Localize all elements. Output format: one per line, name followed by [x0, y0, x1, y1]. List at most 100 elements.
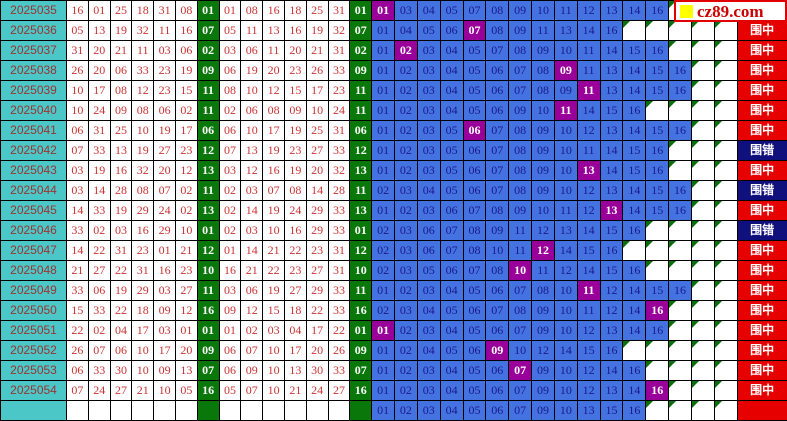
covered-number-cell: 16 — [622, 400, 647, 421]
sorted-number-cell: 03 — [240, 220, 264, 241]
drawn-number-cell: 06 — [109, 340, 133, 361]
drawn-number-cell: 17 — [174, 120, 198, 141]
sorted-number-cell: 32 — [327, 20, 351, 41]
empty-cell — [690, 140, 715, 161]
empty-cell — [713, 200, 738, 221]
cz89-logo[interactable]: cz89.com — [674, 0, 787, 22]
special-number-cell: 11 — [196, 280, 220, 301]
drawn-number-cell: 19 — [153, 120, 176, 141]
covered-number-cell: 04 — [439, 80, 464, 101]
empty-cell — [713, 380, 738, 401]
special-number-cell: 13 — [349, 200, 373, 221]
covered-number-cell: 06 — [416, 240, 441, 261]
covered-number-cell: 14 — [553, 240, 578, 261]
corner-triangle-icon — [669, 21, 677, 28]
drawn-number-cell: 06 — [153, 100, 176, 121]
covered-number-cell: 02 — [371, 240, 395, 261]
covered-number-cell: 14 — [622, 80, 647, 101]
empty-cell — [690, 40, 715, 61]
covered-number-cell: 14 — [622, 380, 647, 401]
covered-number-cell: 15 — [576, 340, 601, 361]
covered-number-cell: 14 — [553, 340, 578, 361]
covered-number-cell: 12 — [531, 220, 555, 241]
covered-number-cell: 07 — [485, 300, 510, 321]
period-cell: 2025042 — [0, 140, 67, 161]
drawn-number-cell: 32 — [131, 160, 155, 181]
empty-cell — [690, 240, 715, 261]
drawn-number-cell: 29 — [153, 220, 176, 241]
sorted-number-cell: 01 — [218, 0, 242, 21]
covered-number-cell: 08 — [508, 120, 533, 141]
empty-cell — [713, 160, 738, 181]
covered-number-cell: 15 — [599, 400, 624, 421]
corner-triangle-icon — [669, 381, 677, 388]
sorted-number-cell: 31 — [327, 0, 351, 21]
drawn-number-cell: 22 — [87, 240, 111, 261]
drawn-number-cell: 06 — [174, 40, 198, 61]
covered-number-cell: 08 — [485, 20, 510, 41]
drawn-number-cell: 24 — [87, 100, 111, 121]
covered-number-cell: 06 — [462, 160, 487, 181]
covered-number-cell: 09 — [553, 80, 578, 101]
result-cell: 围中 — [736, 360, 787, 381]
special-number-cell: 11 — [349, 80, 373, 101]
empty-cell — [645, 340, 670, 361]
covered-number-cell: 11 — [508, 240, 533, 261]
sorted-number-cell: 33 — [327, 300, 351, 321]
covered-number-cell: 02 — [394, 340, 418, 361]
empty-cell — [713, 120, 738, 141]
covered-number-cell: 10 — [553, 180, 578, 201]
covered-number-cell: 11 — [576, 300, 601, 321]
corner-triangle-icon — [715, 161, 722, 168]
drawn-number-cell: 16 — [131, 220, 155, 241]
covered-number-cell: 14 — [576, 100, 601, 121]
covered-number-cell: 10 — [531, 0, 555, 21]
covered-number-cell: 07 — [508, 80, 533, 101]
corner-triangle-icon — [692, 321, 699, 328]
covered-number-cell: 16 — [668, 60, 692, 81]
drawn-number-cell — [109, 400, 133, 421]
covered-number-cell: 15 — [645, 200, 670, 221]
covered-number-cell: 05 — [439, 180, 464, 201]
result-cell: 围错 — [736, 180, 787, 201]
sorted-number-cell: 16 — [283, 220, 307, 241]
covered-number-cell: 06 — [485, 80, 510, 101]
trend-row: 2025038 26 20 06 33 23 19 09 06 19 20 23 26 33 09 01 02 0… — [0, 60, 787, 81]
sorted-number-cell: 13 — [240, 140, 264, 161]
sorted-number-cell: 17 — [262, 120, 285, 141]
drawn-number-cell: 02 — [87, 220, 111, 241]
empty-cell — [713, 100, 738, 121]
sorted-number-cell: 10 — [262, 220, 285, 241]
covered-number-cell: 10 — [553, 320, 578, 341]
covered-number-cell: 14 — [622, 200, 647, 221]
covered-number-cell: 14 — [599, 360, 624, 381]
covered-number-cell: 11 — [553, 0, 578, 21]
result-cell: 围中 — [736, 260, 787, 281]
drawn-number-cell: 07 — [66, 380, 89, 401]
covered-number-cell: 01 — [371, 400, 395, 421]
special-number-cell: 07 — [196, 360, 220, 381]
sorted-number-cell: 18 — [283, 0, 307, 21]
sorted-number-cell: 33 — [327, 280, 351, 301]
drawn-number-cell: 16 — [66, 0, 89, 21]
sorted-number-cell — [305, 400, 329, 421]
drawn-number-cell: 15 — [66, 300, 89, 321]
drawn-number-cell: 29 — [131, 280, 155, 301]
drawn-number-cell: 20 — [87, 40, 111, 61]
covered-number-cell: 11 — [553, 200, 578, 221]
empty-cell — [645, 100, 670, 121]
empty-cell — [645, 20, 670, 41]
sorted-number-cell: 09 — [218, 300, 242, 321]
covered-number-cell: 09 — [508, 20, 533, 41]
corner-triangle-icon — [715, 41, 722, 48]
covered-number-cell: 05 — [462, 280, 487, 301]
drawn-number-cell: 19 — [174, 60, 198, 81]
empty-cell — [690, 300, 715, 321]
drawn-number-cell: 10 — [174, 220, 198, 241]
drawn-number-cell: 03 — [153, 320, 176, 341]
special-number-cell: 12 — [349, 240, 373, 261]
corner-triangle-icon — [646, 221, 654, 228]
covered-number-cell: 08 — [508, 40, 533, 61]
sorted-number-cell: 02 — [218, 180, 242, 201]
